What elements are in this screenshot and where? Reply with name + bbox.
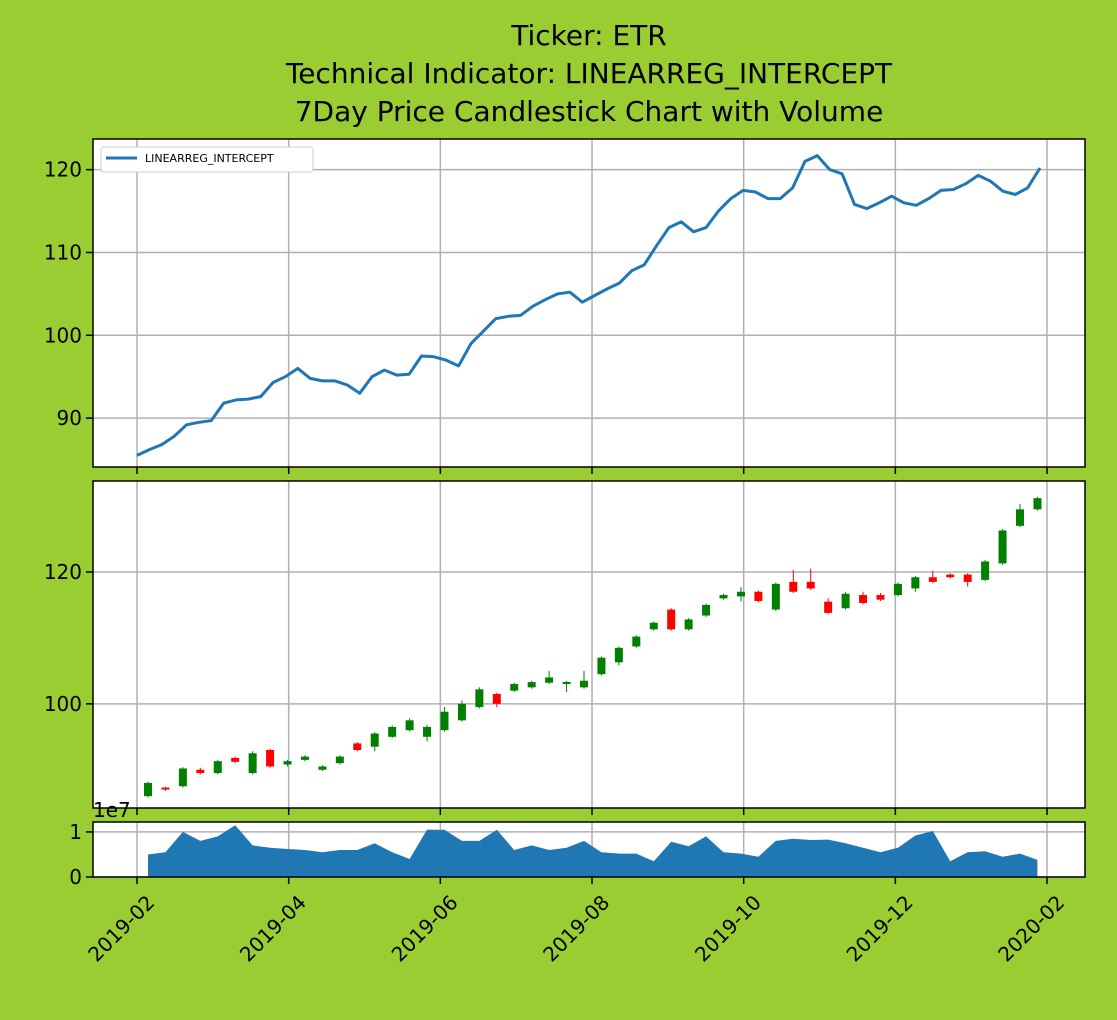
legend-box (100, 146, 314, 173)
candle-body (527, 682, 536, 688)
candle-body (335, 756, 344, 764)
legend-label: LINEARREG_INTERCEPT (145, 152, 274, 165)
y-tick-label: 100 (44, 323, 82, 347)
candle-body (806, 581, 815, 589)
title-line: 7Day Price Candlestick Chart with Volume (295, 95, 884, 128)
candle-body (911, 577, 920, 589)
candle-body (492, 693, 501, 704)
candle-body (632, 636, 641, 647)
candle-body (300, 756, 309, 760)
volume-area (148, 825, 1038, 877)
panel: 100 120 (44, 480, 1086, 815)
panel: 90 100 110 120 LINEARREG_INTERCEPT (44, 138, 1086, 474)
candle-body (388, 726, 397, 737)
candle-body (614, 647, 623, 663)
candle-body (1033, 498, 1042, 510)
candle-body (719, 595, 728, 599)
y-tick-label: 1 (69, 820, 82, 844)
candle-body (963, 574, 972, 582)
candle-body (736, 591, 745, 597)
y-tick-label: 0 (69, 865, 82, 889)
candle-body (231, 757, 240, 762)
candle-body (196, 769, 205, 774)
plot-area (93, 139, 1085, 467)
candle-body (789, 581, 798, 592)
candle-body (161, 787, 170, 790)
candle-body (178, 768, 187, 787)
indicator-line (136, 154, 1042, 457)
candle-body (859, 595, 868, 603)
plot-frame (92, 480, 1086, 809)
candle-body (213, 761, 222, 774)
candle-body (562, 682, 571, 685)
candle-body (1016, 509, 1024, 526)
candle-body (893, 583, 902, 596)
candle-body (510, 684, 519, 691)
candle-body (649, 622, 658, 630)
candle-body (248, 753, 257, 774)
y-tick-label: 120 (44, 158, 82, 182)
candle-body (928, 577, 937, 582)
candle-body (684, 619, 693, 630)
candle-body (457, 703, 466, 721)
candle-body (144, 782, 152, 797)
candle-body (370, 733, 379, 747)
candle-body (771, 583, 780, 610)
candle-body (580, 680, 588, 688)
offset-label: 1e7 (93, 798, 131, 822)
candle-body (545, 677, 554, 683)
y-tick-label: 100 (44, 692, 82, 716)
candle-body (998, 530, 1007, 564)
candle-body (423, 726, 432, 737)
candle-body (841, 593, 850, 609)
candle-body (405, 720, 414, 731)
candle-body (981, 561, 990, 580)
candle-body (754, 591, 763, 601)
candle-body (266, 749, 275, 767)
candle-body (353, 743, 362, 750)
candle-body (824, 601, 833, 613)
candle-body (283, 761, 292, 765)
candle-body (702, 604, 711, 616)
candle-body (667, 609, 676, 630)
candle-body (597, 657, 606, 675)
candle-body (876, 595, 885, 600)
candle-body (440, 711, 449, 731)
candle-body (946, 574, 955, 578)
y-tick-label: 90 (57, 406, 82, 430)
title-line: Technical Indicator: LINEARREG_INTERCEPT (285, 57, 893, 90)
title-line: Ticker: ETR (510, 19, 666, 52)
plot-frame (92, 138, 1086, 468)
y-tick-label: 110 (44, 240, 82, 264)
y-tick-label: 120 (44, 560, 82, 584)
plot-area (93, 481, 1085, 808)
candle-body (318, 766, 327, 770)
candle-body (475, 689, 484, 708)
plot-frame (92, 821, 1086, 878)
